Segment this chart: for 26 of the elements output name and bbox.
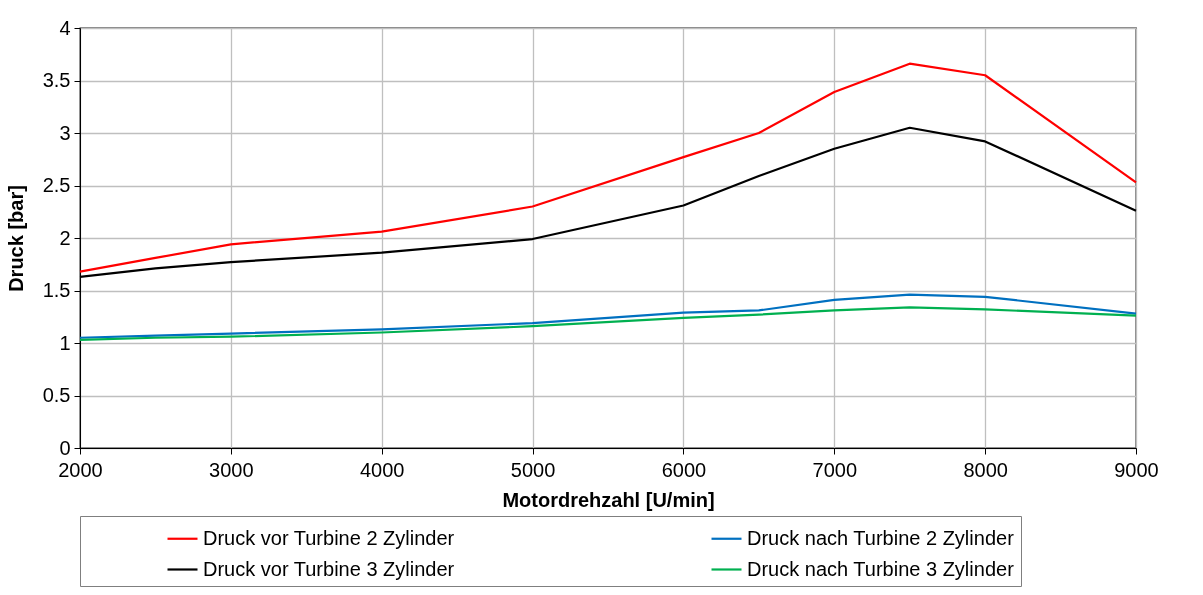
y-tick-label: 0 [59, 436, 71, 459]
x-tick-label: 8000 [963, 458, 1008, 481]
x-tick-label: 9000 [1114, 458, 1159, 481]
legend-label: Druck vor Turbine 3 Zylinder [203, 557, 455, 580]
y-tick-label: 3 [59, 121, 71, 144]
line-series [78, 62, 1138, 273]
x-tick-label: 4000 [359, 458, 405, 481]
x-tick-label: 2000 [58, 458, 103, 481]
x-axis-title: Motordrehzahl [U/min] [502, 488, 715, 511]
y-tick-label: 0.5 [42, 384, 71, 406]
x-tick-label: 6000 [661, 458, 707, 481]
y-tick-label: 4 [59, 16, 71, 39]
x-tick-label: 3000 [209, 458, 254, 481]
y-tick-label: 3.5 [42, 69, 71, 91]
x-tick-label: 7000 [812, 458, 858, 481]
y-tick-label: 2 [59, 226, 71, 249]
line-series [78, 306, 1138, 341]
y-tick-label: 1.5 [42, 279, 71, 301]
legend-label: Druck nach Turbine 3 Zylinder [747, 557, 1015, 580]
x-tick-label: 5000 [510, 458, 556, 481]
y-axis-title: Druck [bar] [4, 185, 27, 292]
y-tick-label: 2.5 [42, 174, 71, 196]
legend-label: Druck nach Turbine 2 Zylinder [747, 526, 1015, 549]
y-tick-label: 1 [59, 331, 71, 354]
line-series [78, 293, 1138, 339]
legend-label: Druck vor Turbine 2 Zylinder [203, 526, 455, 549]
